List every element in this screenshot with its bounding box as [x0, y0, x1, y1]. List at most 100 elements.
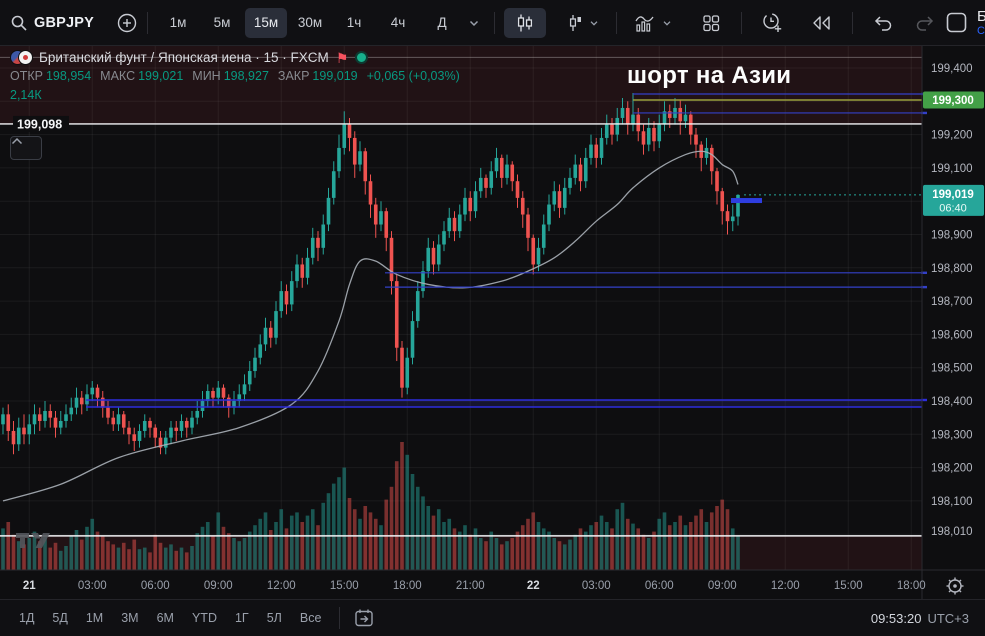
candles: [1, 92, 740, 455]
volume-bar: [253, 525, 257, 570]
bar-style-menu-button[interactable]: [558, 8, 607, 38]
range-button-1М[interactable]: 1М: [85, 611, 104, 625]
volume-bar: [662, 512, 667, 570]
price-axis[interactable]: 199,400 199,200 199,100 198,900 198,800 198,7…: [923, 63, 984, 538]
volume-bar: [583, 531, 588, 570]
volume-bar: [379, 525, 383, 570]
candle-body: [652, 127, 656, 142]
candle-body: [6, 414, 11, 431]
candle-body: [342, 124, 347, 148]
candle-body: [184, 420, 189, 428]
chart-svg[interactable]: 199,098 199,400 199,200 199,100 198,900 198,8…: [0, 45, 985, 600]
layout-grid-button[interactable]: [690, 8, 732, 38]
volume-bar: [405, 454, 410, 570]
timeframe-menu-chevron-icon[interactable]: [467, 16, 481, 30]
range-button-5Л[interactable]: 5Л: [266, 611, 282, 625]
save-layout-link[interactable]: Сохранить: [977, 24, 985, 37]
price-label-bg: [13, 115, 69, 132]
candle-body: [48, 410, 53, 418]
last-price-badge: [923, 184, 984, 216]
volume-bar: [22, 544, 26, 570]
chevron-up-icon: [11, 137, 23, 145]
replay-button[interactable]: [801, 8, 843, 38]
range-button-Все[interactable]: Все: [299, 611, 322, 625]
timeframe-button-Д[interactable]: Д: [437, 15, 447, 30]
symbol-button[interactable]: GBPJPY: [34, 14, 95, 31]
chart-text-annotation[interactable]: шорт на Азии: [627, 62, 792, 89]
volume-bar: [358, 518, 362, 570]
volume-bar: [547, 531, 551, 570]
volume-bar: [69, 536, 74, 570]
redo-button[interactable]: [904, 8, 946, 38]
search-icon[interactable]: [10, 14, 28, 32]
volume-bar: [447, 518, 452, 570]
left-price-label[interactable]: 199,098: [17, 117, 62, 131]
candle-body: [468, 197, 473, 212]
undo-button[interactable]: [862, 8, 904, 38]
go-to-date-calendar-icon[interactable]: [353, 607, 375, 629]
volume-bar: [27, 538, 32, 570]
candle-body: [274, 311, 278, 338]
volume-bar: [489, 531, 494, 570]
top-toolbar: GBPJPY 1м 5м 15м 30м 1ч 4ч Д: [0, 0, 985, 46]
layout-checkbox-icon[interactable]: [946, 12, 967, 33]
flag-icon[interactable]: ⚑: [335, 49, 349, 66]
range-button-3М[interactable]: 3М: [121, 611, 139, 625]
chart-type-candles-button[interactable]: [504, 7, 547, 38]
lower-red-zone: [0, 535, 922, 570]
candle-body: [211, 391, 215, 398]
chart-canvas[interactable]: 199,098 199,400 199,200 199,100 198,900 198,8…: [0, 45, 985, 600]
candle-body: [568, 177, 572, 188]
chart-legend: Британский фунт / Японская иена · 15 · F…: [10, 50, 460, 102]
volume-bar: [216, 512, 221, 570]
candle-body: [95, 387, 100, 398]
market-status-dot-icon[interactable]: [355, 51, 369, 64]
timeframe-button-1м[interactable]: 1м: [169, 15, 187, 30]
candle-body: [352, 137, 357, 165]
timeframe-button-4ч[interactable]: 4ч: [390, 15, 406, 30]
candle-body: [736, 194, 740, 217]
volume-bar: [515, 531, 520, 570]
legend-collapse-button[interactable]: [10, 136, 42, 160]
volume-bar: [247, 531, 252, 570]
candle-body: [326, 197, 331, 225]
clock-block[interactable]: 09:53:20 UTC+3: [871, 611, 975, 626]
layout-title[interactable]: Без назван: [977, 7, 985, 25]
candle-body: [552, 191, 557, 205]
time-axis[interactable]: 21 03:00 06:00 09:00 12:00 15:00 18:00 21:00 22 0…: [23, 580, 926, 592]
compare-add-icon[interactable]: [116, 12, 138, 34]
candle-body: [316, 237, 320, 248]
symbol-title[interactable]: Британский фунт / Японская иена · 15 · F…: [39, 50, 329, 65]
upper-red-zone: [0, 45, 922, 124]
range-button-1Д[interactable]: 1Д: [19, 611, 35, 625]
indicators-button[interactable]: [626, 8, 680, 38]
volume-bar: [368, 512, 373, 570]
blue-marker-segment[interactable]: [731, 198, 762, 204]
candle-body: [69, 407, 74, 415]
volume-bar: [142, 547, 147, 570]
timeframe-button-5м[interactable]: 5м: [213, 15, 231, 30]
volume-bar: [331, 483, 336, 570]
timeframe-button-1ч[interactable]: 1ч: [346, 15, 362, 30]
volume-bar: [226, 533, 231, 570]
timeframe-button-15м[interactable]: 15м: [245, 7, 288, 38]
volume-bar: [58, 550, 63, 570]
time-tick-label: 21:00: [456, 580, 485, 592]
candle-body: [190, 417, 194, 428]
volume-bar: [410, 474, 415, 570]
range-button-5Д[interactable]: 5Д: [52, 611, 68, 625]
range-button-YTD[interactable]: YTD: [191, 611, 217, 625]
range-button-6М[interactable]: 6М: [156, 611, 174, 625]
open-label: ОТКР: [10, 69, 43, 83]
volume-bar: [736, 535, 740, 570]
volume-histogram: [1, 442, 740, 570]
volume-bar: [431, 515, 436, 570]
candle-body: [237, 394, 242, 401]
timeframe-button-30м[interactable]: 30м: [297, 15, 323, 30]
candle-body: [64, 414, 68, 421]
candle-body: [221, 387, 226, 398]
range-button-1Г[interactable]: 1Г: [234, 611, 249, 625]
alert-button[interactable]: [751, 8, 793, 38]
volume-bar: [673, 522, 677, 570]
candle-body: [478, 177, 483, 192]
